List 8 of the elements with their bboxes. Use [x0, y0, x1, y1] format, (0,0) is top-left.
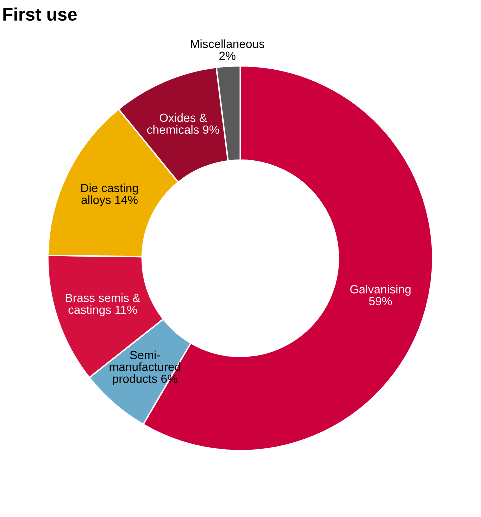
- data-label: 59%: [369, 297, 392, 306]
- slice-label: Die casting alloys 14%: [82, 184, 138, 207]
- slice-label: Galvanising: [350, 285, 411, 296]
- slice-label: Oxides & chemicals 9%: [147, 114, 220, 134]
- chart-title: First use: [4, 8, 78, 22]
- slice-label: Miscellaneous: [191, 40, 265, 48]
- data-label: 2%: [220, 52, 236, 60]
- slice-label: Brass semis & castings 11%: [66, 294, 140, 317]
